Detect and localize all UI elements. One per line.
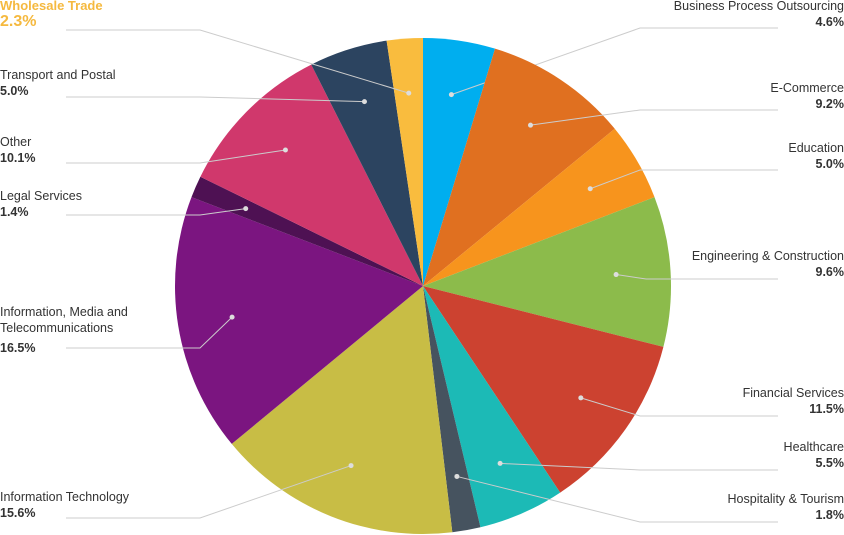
slice-percent: 1.4%: [0, 205, 29, 219]
slice-percent: 5.5%: [815, 456, 844, 470]
slice-name: Business Process Outsourcing: [673, 0, 844, 13]
slice-name: Education: [788, 141, 844, 155]
leader-dot: [282, 147, 288, 153]
pie-slice-healthcare: [423, 286, 561, 528]
leader-dot: [454, 473, 460, 479]
label-legal-services: Legal Services 1.4%: [0, 188, 82, 220]
slice-name: Transport and Postal: [0, 68, 116, 82]
slice-percent: 11.5%: [809, 402, 844, 416]
label-transport-postal: Transport and Postal 5.0%: [0, 67, 116, 99]
leader-dot: [448, 92, 454, 98]
pie-slice-legal-services: [191, 176, 423, 286]
leader-line: [66, 149, 286, 164]
pie-slice-hospitality-tourism: [423, 286, 481, 533]
label-e-commerce: E-Commerce 9.2%: [770, 80, 844, 112]
slice-name: Wholesale Trade: [0, 0, 103, 13]
leader-dot: [613, 272, 619, 278]
leader-line: [580, 397, 778, 417]
leader-dot: [361, 99, 367, 105]
leader-line: [66, 465, 352, 519]
leader-line: [66, 96, 365, 103]
leader-line: [530, 109, 778, 126]
slice-name: Other: [0, 135, 32, 149]
slice-percent: 15.6%: [0, 506, 36, 520]
slice-percent: 5.0%: [815, 157, 844, 171]
leader-line: [616, 274, 778, 280]
leader-dot: [229, 314, 235, 320]
slice-name: Information Technology: [0, 490, 130, 504]
label-information-media-telecommunications: Information, Media and Telecommunication…: [0, 304, 170, 356]
pie-slice-e-commerce: [423, 48, 615, 286]
leader-line: [590, 169, 778, 190]
label-business-process-outsourcing: Business Process Outsourcing 4.6%: [674, 0, 844, 30]
slice-percent: 2.3%: [0, 13, 37, 30]
pie-slice-business-process-outsourcing: [423, 38, 496, 286]
slice-percent: 10.1%: [0, 151, 36, 165]
slice-percent: 9.6%: [815, 265, 844, 279]
label-engineering-construction: Engineering & Construction 9.6%: [692, 248, 844, 280]
slice-percent: 16.5%: [0, 341, 36, 355]
label-education: Education 5.0%: [788, 140, 844, 172]
label-healthcare: Healthcare 5.5%: [784, 439, 844, 471]
pie-slice-financial-services: [423, 286, 664, 493]
label-wholesale-trade: Wholesale Trade 2.3%: [0, 0, 103, 30]
slice-percent: 9.2%: [815, 97, 844, 111]
leader-dot: [528, 122, 534, 128]
leader-line: [66, 208, 246, 216]
slice-name: Financial Services: [742, 386, 844, 400]
leader-dot: [243, 206, 249, 212]
leader-line: [66, 316, 233, 349]
leader-line: [456, 475, 778, 523]
label-information-technology: Information Technology 15.6%: [0, 489, 129, 521]
leader-dot: [348, 463, 354, 469]
slice-name: Hospitality & Tourism: [727, 492, 844, 506]
slice-name: Engineering & Construction: [691, 249, 844, 263]
pie-slice-information-media-and-telecommunications: [174, 197, 423, 444]
slice-name: Information, Media and Telecommunication…: [0, 305, 128, 335]
leader-line: [66, 29, 409, 94]
pie-slice-wholesale-trade: [386, 38, 423, 286]
pie-slice-information-technology: [231, 286, 453, 534]
slice-percent: 4.6%: [815, 15, 844, 29]
label-other: Other 10.1%: [0, 134, 35, 166]
slice-name: E-Commerce: [770, 81, 844, 95]
pie-slice-other: [200, 64, 423, 286]
pie-slice-engineering-construction: [423, 197, 671, 347]
slice-name: Healthcare: [783, 440, 844, 454]
leader-dot: [578, 395, 584, 401]
leader-dot: [497, 460, 503, 466]
leader-dot: [406, 90, 412, 96]
slice-percent: 5.0%: [0, 84, 29, 98]
leader-dot: [587, 186, 593, 192]
pie-slice-education: [423, 128, 655, 286]
label-hospitality-tourism: Hospitality & Tourism 1.8%: [728, 491, 844, 523]
slice-percent: 1.8%: [815, 508, 844, 522]
label-financial-services: Financial Services 11.5%: [743, 385, 844, 417]
leader-line: [500, 462, 778, 471]
slice-name: Legal Services: [0, 189, 82, 203]
pie-slice-transport-and-postal: [311, 40, 423, 286]
